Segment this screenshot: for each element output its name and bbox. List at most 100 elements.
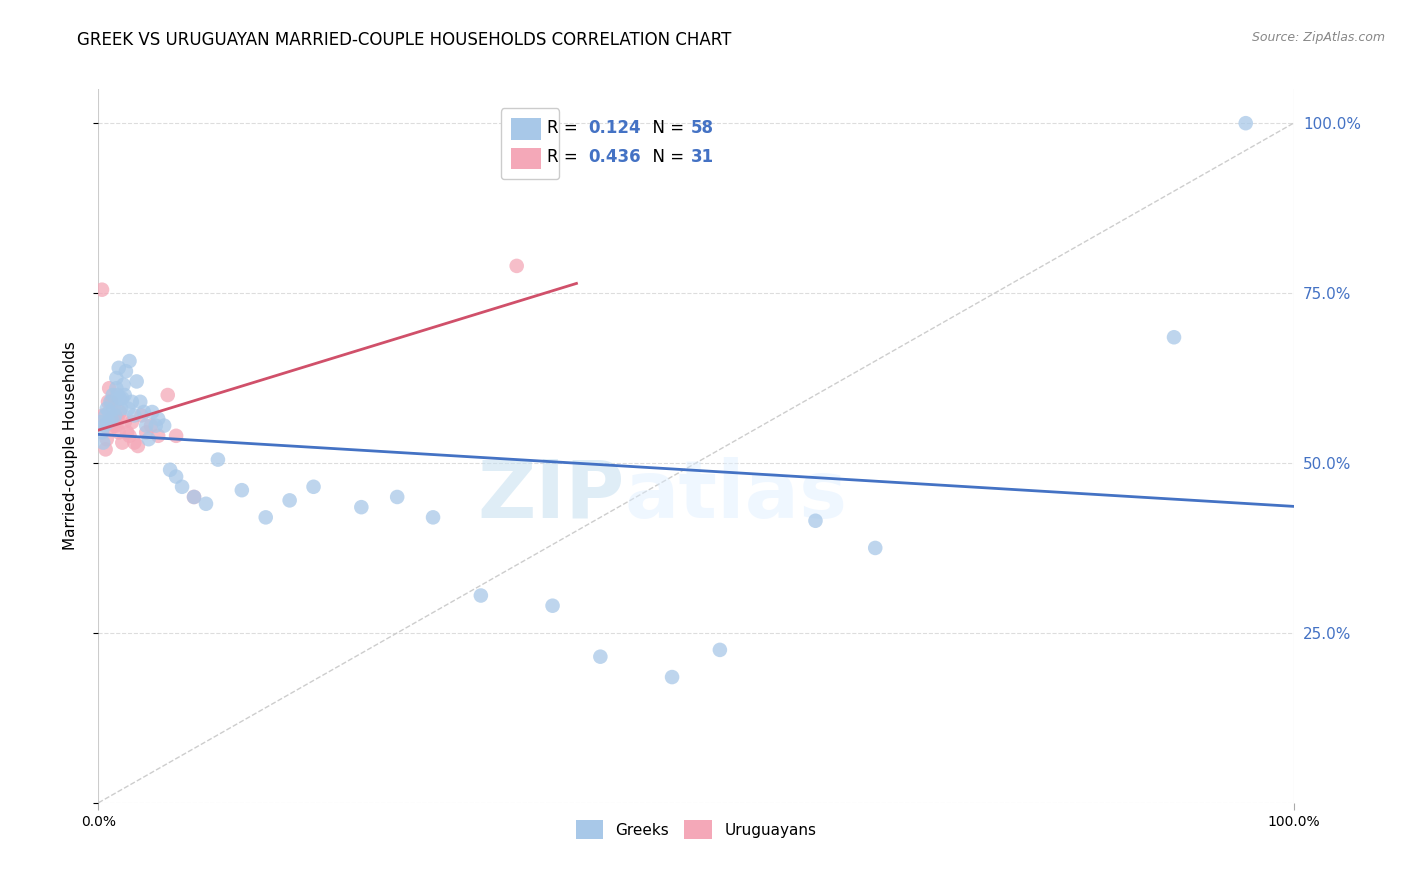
- Point: [254, 510, 277, 524]
- Point: [541, 599, 564, 613]
- Point: [107, 412, 129, 426]
- Text: R =: R =: [547, 120, 582, 137]
- Text: GREEK VS URUGUAYAN MARRIED-COUPLE HOUSEHOLDS CORRELATION CHART: GREEK VS URUGUAYAN MARRIED-COUPLE HOUSEH…: [77, 31, 731, 49]
- Point: [104, 409, 127, 423]
- Point: [125, 375, 148, 389]
- Point: [105, 381, 128, 395]
- Point: [91, 409, 114, 423]
- Point: [302, 480, 325, 494]
- Point: [100, 394, 122, 409]
- Point: [139, 418, 162, 433]
- Text: atlas: atlas: [624, 457, 848, 535]
- Point: [156, 388, 179, 402]
- Point: [91, 283, 114, 297]
- Y-axis label: Married-couple Households: Married-couple Households: [63, 342, 77, 550]
- Point: [165, 469, 187, 483]
- Point: [112, 377, 135, 392]
- Point: [132, 405, 155, 419]
- Point: [91, 435, 114, 450]
- Text: 0.436: 0.436: [589, 148, 641, 166]
- Point: [94, 409, 117, 423]
- Point: [117, 401, 139, 416]
- Point: [148, 429, 170, 443]
- Point: [108, 392, 131, 406]
- Point: [141, 405, 163, 419]
- Point: [183, 490, 205, 504]
- Point: [93, 418, 115, 433]
- Point: [110, 401, 132, 416]
- Point: [589, 649, 612, 664]
- Point: [470, 589, 492, 603]
- Point: [111, 392, 134, 406]
- Text: Source: ZipAtlas.com: Source: ZipAtlas.com: [1251, 31, 1385, 45]
- Point: [103, 418, 125, 433]
- Point: [148, 412, 170, 426]
- Point: [114, 415, 136, 429]
- Point: [207, 452, 229, 467]
- Point: [124, 435, 146, 450]
- Legend: Greeks, Uruguayans: Greeks, Uruguayans: [569, 814, 823, 845]
- Point: [422, 510, 444, 524]
- Point: [96, 401, 118, 416]
- Point: [172, 480, 194, 494]
- Text: 58: 58: [692, 120, 714, 137]
- Point: [101, 388, 124, 402]
- Point: [1163, 330, 1185, 344]
- Point: [103, 401, 125, 416]
- Point: [183, 490, 205, 504]
- Point: [98, 405, 121, 419]
- Point: [97, 415, 120, 429]
- Point: [107, 425, 129, 440]
- Point: [131, 409, 153, 423]
- Point: [138, 432, 160, 446]
- Point: [94, 442, 117, 457]
- Point: [100, 412, 122, 426]
- Point: [661, 670, 683, 684]
- Point: [121, 394, 143, 409]
- Point: [98, 381, 121, 395]
- Point: [105, 371, 128, 385]
- Point: [865, 541, 887, 555]
- Point: [153, 418, 176, 433]
- Point: [90, 415, 112, 429]
- Point: [98, 422, 122, 436]
- Point: [118, 429, 141, 443]
- Point: [709, 643, 731, 657]
- Point: [96, 432, 118, 446]
- Point: [107, 388, 129, 402]
- Point: [506, 259, 529, 273]
- Point: [159, 463, 181, 477]
- Point: [278, 493, 301, 508]
- Point: [93, 418, 115, 433]
- Point: [97, 394, 120, 409]
- Point: [104, 409, 127, 423]
- Point: [105, 418, 128, 433]
- Point: [385, 490, 409, 504]
- Point: [145, 418, 167, 433]
- Point: [135, 425, 157, 440]
- Text: N =: N =: [643, 120, 689, 137]
- Point: [121, 415, 143, 429]
- Text: R =: R =: [547, 148, 582, 166]
- Point: [1234, 116, 1257, 130]
- Point: [165, 429, 187, 443]
- Point: [129, 394, 152, 409]
- Point: [108, 405, 131, 419]
- Point: [101, 415, 124, 429]
- Point: [115, 364, 138, 378]
- Point: [118, 354, 141, 368]
- Point: [350, 500, 373, 515]
- Point: [115, 425, 138, 440]
- Point: [111, 435, 134, 450]
- Point: [135, 418, 157, 433]
- Text: 31: 31: [692, 148, 714, 166]
- Point: [231, 483, 253, 498]
- Point: [114, 388, 136, 402]
- Point: [107, 360, 129, 375]
- Point: [124, 409, 146, 423]
- Point: [127, 439, 149, 453]
- Point: [91, 425, 114, 440]
- Point: [804, 514, 827, 528]
- Point: [98, 394, 122, 409]
- Text: N =: N =: [643, 148, 689, 166]
